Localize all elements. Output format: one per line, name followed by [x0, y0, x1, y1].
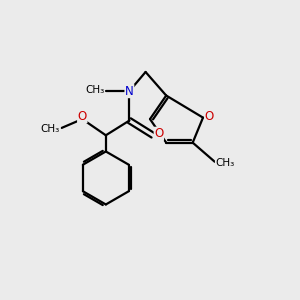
- Text: O: O: [205, 110, 214, 123]
- Text: CH₃: CH₃: [85, 85, 104, 94]
- Text: CH₃: CH₃: [41, 124, 60, 134]
- Text: O: O: [78, 110, 87, 123]
- Text: CH₃: CH₃: [215, 158, 235, 168]
- Text: O: O: [154, 127, 164, 140]
- Text: N: N: [125, 85, 134, 98]
